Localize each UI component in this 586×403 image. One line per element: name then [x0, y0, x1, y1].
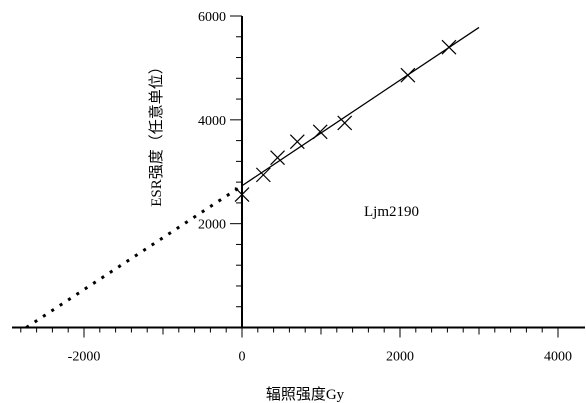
- data-point-stroke: [441, 39, 457, 55]
- data-point: [312, 124, 328, 140]
- data-point: [270, 150, 285, 166]
- data-point-stroke: [312, 124, 328, 140]
- data-point: [337, 115, 353, 131]
- axes: [12, 16, 585, 329]
- extrapolation-line: [25, 184, 243, 329]
- x-tick-label: 2000: [386, 350, 414, 365]
- data-point: [255, 167, 271, 183]
- data-point: [400, 67, 416, 83]
- data-point-stroke: [289, 134, 305, 150]
- data-point: [234, 187, 250, 203]
- fit-lines: [25, 26, 480, 329]
- data-point-stroke: [400, 67, 416, 83]
- x-tick-label: 4000: [544, 350, 572, 365]
- data-point: [289, 134, 305, 150]
- y-axis-label: ESR强度（任意单位）: [147, 59, 165, 207]
- data-point: [441, 39, 457, 55]
- fit-line: [241, 26, 480, 187]
- x-tick-label: 0: [239, 350, 246, 365]
- data-point-stroke: [255, 167, 271, 183]
- x-tick-label: -2000: [68, 350, 101, 365]
- chart-text: Ljm2190 辐照强度Gy ESR强度（任意单位）: [147, 59, 419, 403]
- ticks: -2000 0 2000 4000 2000 4000 6000: [20, 10, 572, 365]
- y-tick-label: 6000: [198, 10, 226, 25]
- x-axis-label: 辐照强度Gy: [266, 386, 345, 403]
- data-points: [234, 39, 457, 203]
- data-point-stroke: [234, 187, 250, 203]
- sample-annotation: Ljm2190: [364, 204, 419, 220]
- y-tick-label: 4000: [198, 114, 226, 129]
- data-point-stroke: [337, 115, 353, 131]
- y-tick-label: 2000: [198, 218, 226, 233]
- data-point-stroke: [270, 150, 285, 166]
